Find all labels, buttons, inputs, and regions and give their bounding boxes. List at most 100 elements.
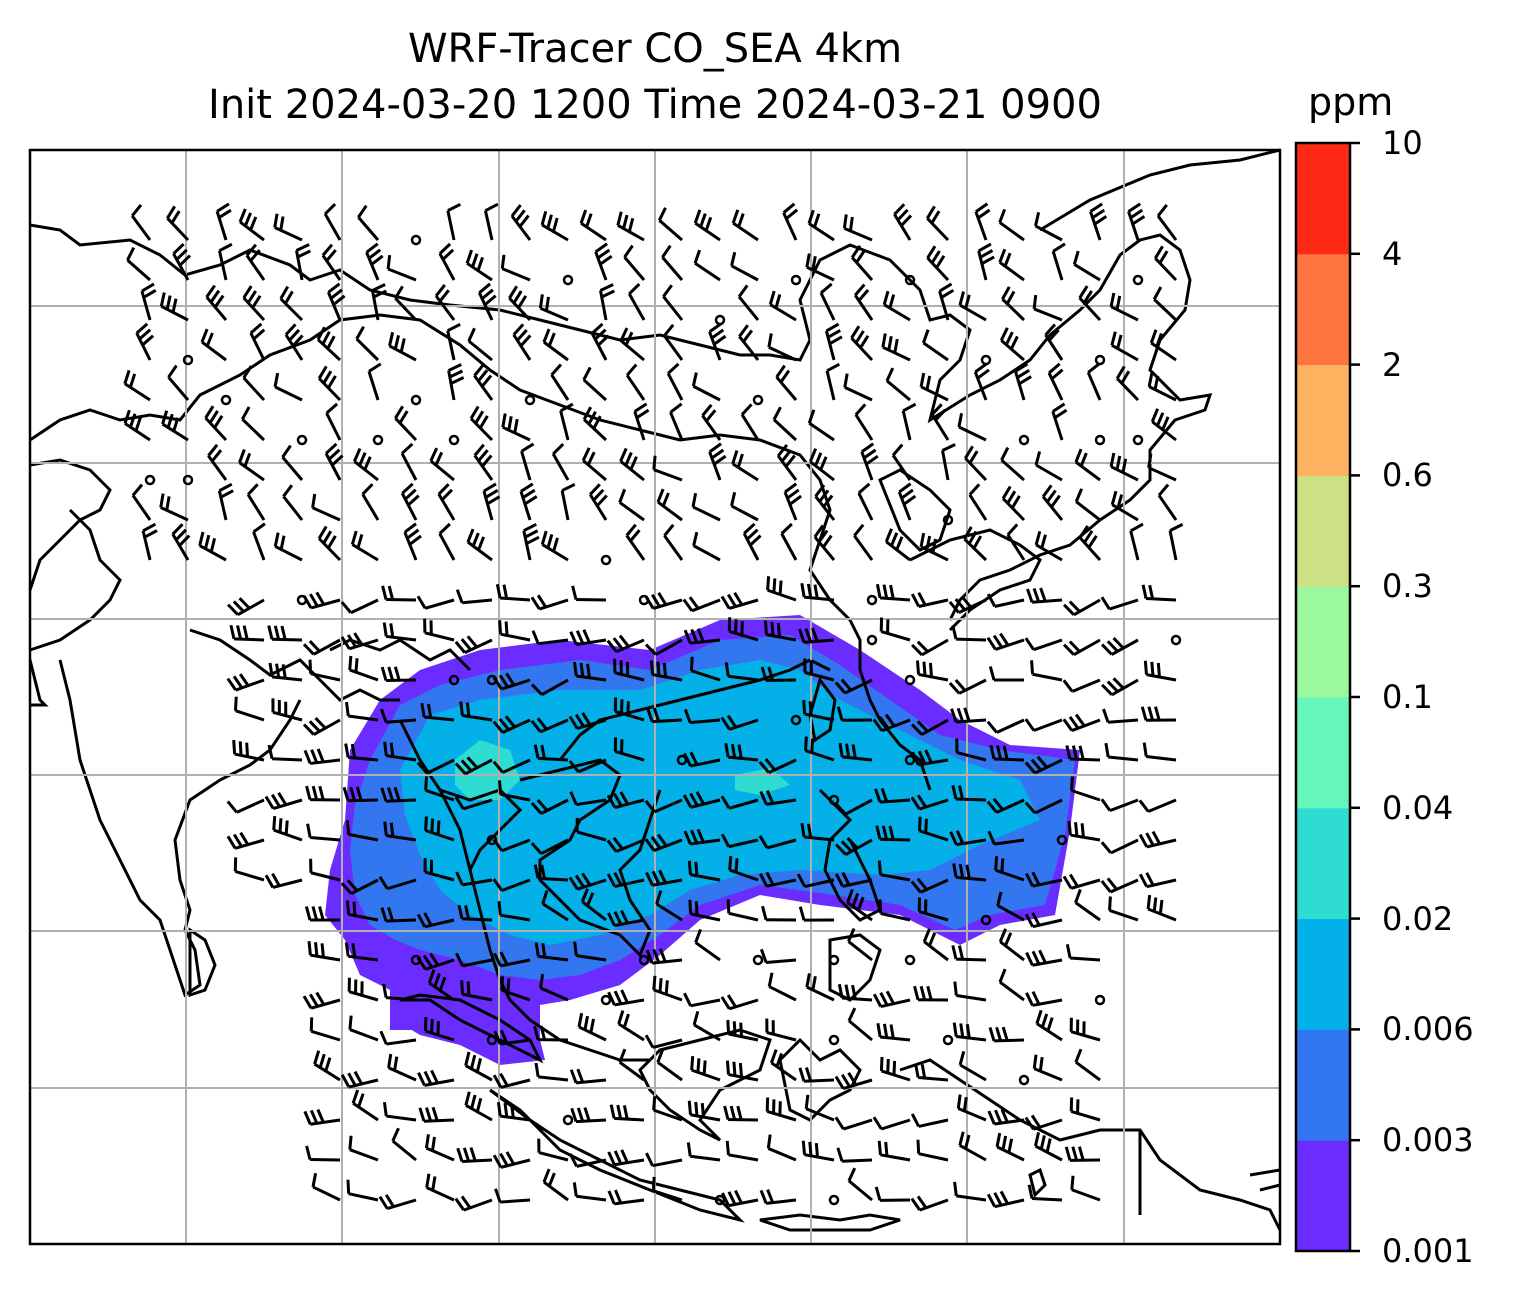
wind-barbs	[123, 202, 1184, 1212]
wind-barb-flag	[577, 1012, 584, 1028]
wind-barb-flag	[500, 976, 505, 991]
wind-barb-flag	[612, 637, 624, 651]
wind-barb	[461, 598, 493, 605]
wind-barb-flag	[1131, 215, 1146, 226]
colorbar-tick-label: 0.003	[1382, 1121, 1474, 1160]
wind-barb-flag	[580, 888, 590, 903]
wind-barb-flag	[378, 876, 389, 890]
wind-barb	[424, 918, 455, 929]
wind-barb-flag	[986, 1193, 997, 1208]
wind-barb	[1109, 798, 1139, 813]
wind-barb-flag	[842, 214, 848, 229]
wind-barb-flag	[998, 208, 1007, 223]
wind-barb-flag	[914, 1063, 920, 1078]
wind-barb-flag	[518, 214, 530, 228]
wind-barb-flag	[288, 328, 301, 342]
wind-barb	[885, 540, 911, 562]
wind-barb	[464, 1064, 493, 1082]
wind-barb-flag	[311, 1172, 318, 1188]
wind-barb-flag	[1035, 1009, 1043, 1025]
wind-barb-flag	[1100, 643, 1113, 656]
wind-barb-flag	[687, 860, 692, 875]
wind-barb-flag	[994, 1109, 1003, 1124]
wind-barb-flag	[569, 631, 578, 646]
wind-barb-flag	[1106, 680, 1119, 693]
wind-barb-flag	[1030, 758, 1043, 772]
wind-barb	[661, 256, 684, 281]
wind-barb-flag	[857, 289, 870, 302]
wind-barb	[348, 1192, 379, 1202]
wind-barb-flag	[418, 1107, 426, 1122]
wind-barb-flag	[481, 374, 493, 388]
wind-barb-flag	[876, 1022, 882, 1038]
wind-barb-flag	[422, 954, 434, 969]
wind-barb-flag	[746, 528, 759, 541]
wind-barb-flag	[586, 663, 591, 678]
wind-barb-flag	[393, 786, 401, 802]
wind-barb-flag	[625, 523, 637, 537]
wind-barb-flag	[1115, 295, 1122, 310]
wind-barb-flag	[770, 621, 775, 636]
wind-barb	[310, 758, 341, 765]
wind-barb-flag	[454, 762, 467, 775]
wind-barb	[803, 835, 835, 842]
calm-wind-marker	[866, 634, 878, 646]
wind-barb-flag	[644, 799, 656, 813]
wind-barb	[994, 598, 1025, 608]
wind-barb-flag	[466, 756, 479, 769]
wind-barb-flag	[814, 484, 826, 498]
wind-barb-flag	[919, 532, 926, 548]
wind-barb-flag	[759, 1189, 768, 1204]
wind-barb-flag	[594, 242, 608, 254]
wind-barb	[959, 1144, 987, 1162]
wind-barb-flag	[321, 243, 334, 257]
wind-barb-flag	[1147, 372, 1154, 387]
colorbar-swatch	[1296, 1029, 1350, 1141]
wind-barb-flag	[1024, 761, 1037, 775]
wind-barb	[727, 755, 759, 762]
wind-barb	[310, 871, 341, 882]
wind-barb	[124, 382, 151, 402]
wind-barb-flag	[1038, 1057, 1044, 1072]
wind-barb-flag	[268, 662, 274, 678]
wind-barb	[499, 1198, 531, 1204]
wind-barb-flag	[1062, 643, 1075, 656]
wind-barb	[348, 912, 379, 922]
wind-barb-flag	[667, 362, 680, 375]
wind-barb-flag	[891, 443, 904, 457]
wind-barb	[806, 985, 835, 1002]
wind-barb	[201, 340, 227, 362]
wind-barb-flag	[878, 899, 883, 914]
wind-barb-flag	[723, 1105, 730, 1120]
wind-barb	[500, 1114, 531, 1122]
wind-barb	[844, 386, 873, 402]
wind-barb-flag	[321, 330, 331, 345]
wind-barb-flag	[645, 1152, 654, 1167]
wind-barb	[321, 254, 342, 281]
wind-barb-flag	[267, 744, 274, 760]
wind-barb-flag	[882, 584, 889, 599]
wind-barb-flag	[469, 405, 480, 420]
wind-barb	[161, 422, 189, 442]
wind-barb	[742, 532, 760, 561]
wind-barb-flag	[416, 595, 427, 610]
wind-barb-flag	[957, 412, 964, 428]
calm-wind-marker	[866, 594, 878, 606]
wind-barb-flag	[568, 876, 579, 890]
wind-barb	[1035, 463, 1063, 482]
wind-barb	[540, 838, 569, 855]
wind-barb	[1070, 833, 1101, 842]
calm-wind-marker	[1056, 834, 1068, 846]
wind-barb-flag	[1024, 718, 1036, 732]
wind-barb	[462, 958, 493, 968]
wind-barb	[956, 1194, 987, 1202]
wind-barb-flag	[948, 681, 961, 695]
wind-barb	[614, 918, 645, 928]
wind-barb-flag	[599, 254, 613, 266]
wind-barb-flag	[607, 991, 616, 1006]
wind-barb	[614, 1198, 645, 1206]
wind-barb	[652, 598, 683, 610]
wind-barb-flag	[656, 661, 661, 676]
wind-barb-flag	[734, 858, 739, 873]
wind-barb-flag	[596, 494, 608, 507]
